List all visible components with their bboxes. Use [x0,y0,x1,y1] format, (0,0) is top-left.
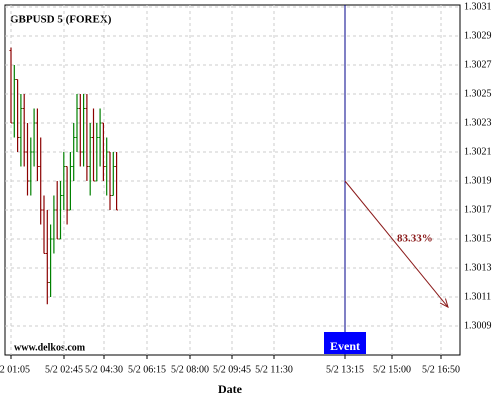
y-tick-label: 1.3009 [464,320,492,331]
x-tick-label: 5/2 06:15 [128,364,166,375]
y-tick-label: 1.3031 [464,1,492,12]
y-tick-label: 1.3023 [464,117,492,128]
x-tick-label: 5/2 09:45 [213,364,251,375]
x-tick-label: 5/2 08:00 [171,364,209,375]
arrow-head [439,298,449,309]
probability-label: 83.33% [397,233,433,245]
x-axis-label: Date [218,382,243,396]
event-label: Event [330,339,360,353]
x-tick-label: 5/2 15:00 [373,364,411,375]
y-tick-label: 1.3013 [464,262,492,273]
x-tick-label: 5/2 04:30 [85,364,123,375]
event-box [324,332,366,354]
y-tick-label: 1.3011 [464,291,491,302]
y-tick-label: 1.3015 [464,233,492,244]
x-tick-label: 5/2 02:45 [45,364,83,375]
x-tick-label: 5/2 11:30 [255,364,293,375]
watermark: www.delkos.com [14,342,86,353]
y-tick-label: 1.3017 [464,204,492,215]
x-tick-label: 5/2 01:05 [0,364,30,375]
x-tick-label: 5/2 13:15 [326,364,364,375]
y-tick-label: 1.3025 [464,88,492,99]
y-tick-label: 1.3029 [464,30,492,41]
y-tick-label: 1.3027 [464,59,492,70]
y-tick-label: 1.3021 [464,146,492,157]
chart-title: GBPUSD 5 (FOREX) [10,14,112,26]
event-arrow [344,180,449,308]
y-tick-label: 1.3019 [464,175,492,186]
x-tick-label: 5/2 16:50 [422,364,460,375]
